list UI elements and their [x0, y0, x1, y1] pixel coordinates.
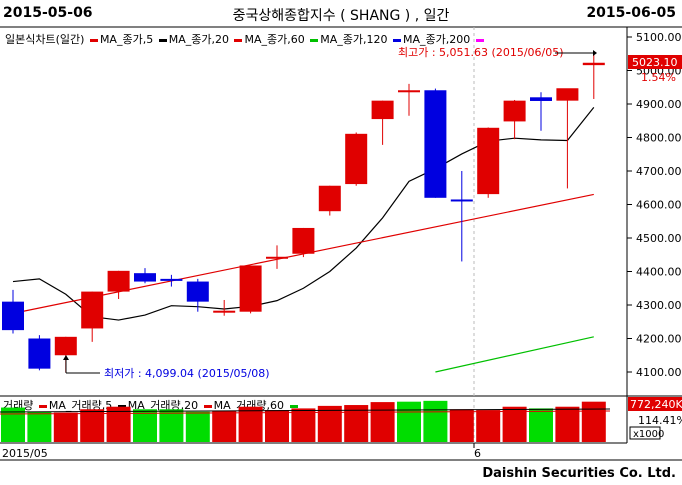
start-date-label: 2015-05-06 — [3, 5, 93, 21]
end-date-label: 2015-06-05 — [586, 5, 676, 21]
candle-body — [28, 338, 51, 369]
ma200-legend-label: MA_종가,200 — [402, 33, 471, 46]
vol-ma20-color-swatch — [117, 404, 126, 408]
volume-bar — [80, 409, 105, 442]
footer-brand: Daishin Securities Co. Ltd. — [482, 466, 676, 481]
ma5-color-swatch — [89, 38, 98, 42]
price-tick-label: 5100.00 — [636, 31, 682, 44]
volume-bar — [133, 409, 157, 442]
price-tick-label: 4700.00 — [636, 165, 682, 178]
candle-body — [266, 256, 288, 259]
candle-body — [556, 88, 579, 101]
price-tick-label: 4800.00 — [636, 132, 682, 145]
volume-bar — [449, 409, 474, 442]
high-annotation-arrowhead — [593, 50, 597, 56]
volume-ma20-line — [0, 408, 611, 413]
vol-ma60-color-swatch — [203, 404, 212, 408]
volume-bar — [502, 406, 527, 442]
legend-end-marker — [475, 38, 484, 42]
price-tick-label: 4600.00 — [636, 199, 682, 212]
low-annotation-arrowhead — [63, 355, 69, 360]
ma120-legend-label: MA_종가,120 — [320, 33, 388, 46]
price-tick-label: 4400.00 — [636, 266, 682, 279]
candle-body — [582, 62, 605, 66]
candle-body — [345, 133, 368, 185]
candle-body — [213, 310, 236, 313]
candle-body — [477, 127, 500, 195]
volume-unit-label: x1000 — [633, 429, 664, 440]
volume-bar — [529, 408, 553, 442]
candle-body — [530, 97, 552, 101]
price-tick-label: 4100.00 — [636, 366, 682, 379]
price-tick-label: 4500.00 — [636, 232, 682, 245]
volume-bar — [476, 410, 501, 442]
volume-bar — [423, 400, 448, 442]
volume-bar — [555, 406, 580, 442]
price-tick-label: 4200.00 — [636, 333, 682, 346]
ma20-line — [12, 106, 595, 321]
volume-bar — [265, 410, 289, 442]
price-tick-label: 4900.00 — [636, 98, 682, 111]
candle-body — [318, 185, 341, 212]
volume-bar — [1, 407, 25, 442]
ma20-color-swatch — [158, 38, 167, 42]
volume-bar — [581, 401, 606, 442]
ma5-legend-label: MA_종가,5 — [99, 33, 154, 46]
candle-body — [450, 199, 473, 202]
volume-bar — [159, 409, 184, 442]
candle-body — [160, 278, 183, 281]
change-percent-label: 1.54% — [641, 71, 676, 84]
volume-bar — [212, 410, 237, 442]
candle-body — [424, 90, 447, 198]
candle-body — [81, 291, 104, 329]
current-price-label: 5023.10 — [632, 56, 678, 69]
vol-ma5-color-swatch — [38, 404, 47, 408]
candle-body — [371, 100, 394, 120]
ma20-legend-label: MA_종가,20 — [168, 33, 229, 46]
last-volume-label: 772,240K — [630, 398, 682, 411]
low-price-annotation: 최저가 : 4,099.04 (2015/05/08) — [104, 367, 270, 380]
vol-ma20-legend-label: MA_거래량,20 — [127, 399, 199, 412]
volume-bar — [106, 406, 131, 442]
volume-unit-box — [629, 426, 661, 440]
volume-ma5-line — [0, 410, 611, 415]
volume-bar — [53, 412, 78, 442]
last-volume-box — [628, 397, 682, 411]
volume-bar — [344, 405, 369, 442]
ma60-legend-label: MA_종가,60 — [244, 33, 305, 46]
candle-body — [398, 90, 420, 93]
volume-bar — [291, 408, 316, 442]
candle-body — [239, 265, 262, 312]
vol-ma60-legend-label: MA_거래량,60 — [213, 399, 284, 412]
x-axis-label-june: 6 — [474, 447, 481, 460]
volume-bar — [185, 411, 210, 442]
chart-title: 중국상해종합지수 ( SHANG ) , 일간 — [232, 8, 450, 24]
candle-body — [134, 273, 156, 282]
high-price-annotation: 최고가 : 5,051.63 (2015/06/05) — [398, 46, 564, 59]
price-legend-title: 일본식차트(일간) — [5, 33, 85, 46]
volume-bar — [27, 411, 52, 442]
x-axis-label-start: 2015/05 — [2, 447, 48, 460]
current-price-box — [628, 55, 682, 69]
volume-percent-label: 114.41% — [638, 414, 682, 427]
volume-bar — [397, 401, 421, 442]
candle-body — [186, 281, 209, 302]
ma120-line — [435, 336, 594, 373]
ma120-color-swatch — [310, 38, 319, 42]
ma200-color-swatch — [392, 38, 401, 42]
vol-legend-end-marker — [289, 404, 298, 408]
candle-body — [107, 270, 130, 292]
ma60-color-swatch — [234, 38, 243, 42]
candle-body — [54, 336, 77, 356]
candle-body — [292, 227, 315, 254]
price-tick-label: 4300.00 — [636, 299, 682, 312]
volume-bar — [317, 405, 342, 442]
volume-bar — [238, 406, 263, 442]
price-legend: 일본식차트(일간) MA_종가,5 MA_종가,20 MA_종가,60 MA_종… — [5, 31, 486, 47]
candle-body — [503, 100, 526, 122]
vol-ma5-legend-label: MA_거래량,5 — [48, 399, 113, 412]
candle-body — [2, 301, 24, 331]
volume-bar — [370, 402, 395, 442]
